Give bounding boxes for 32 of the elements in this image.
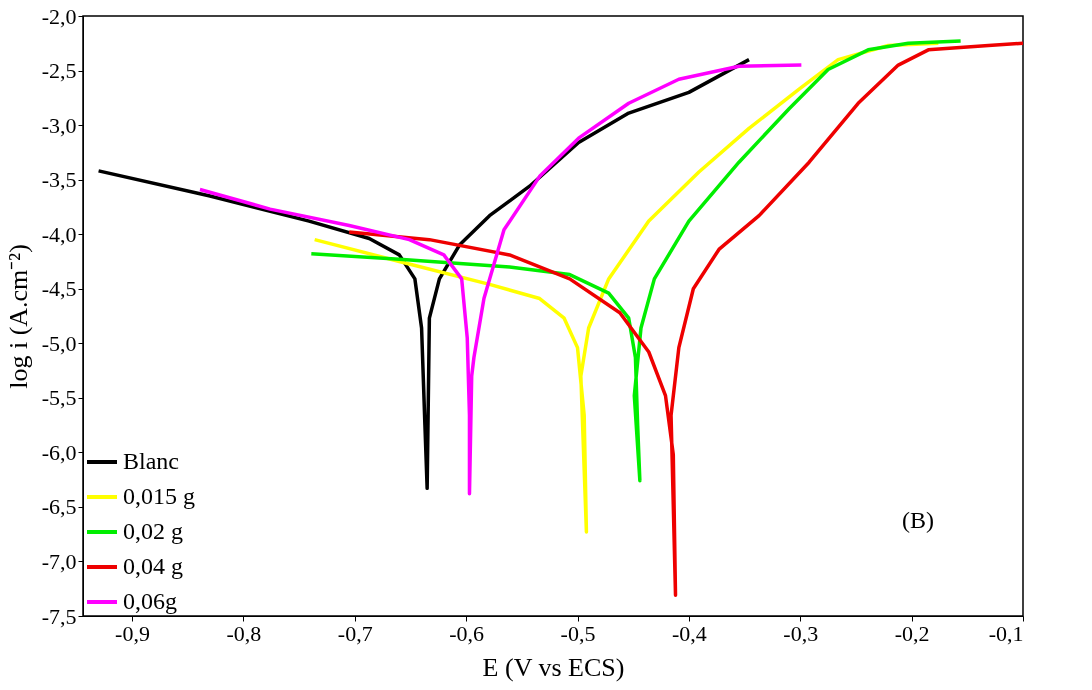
y-tick-label: -5,0 (41, 330, 77, 356)
y-tick-label: -7,5 (41, 603, 77, 629)
y-tick-label: -7,0 (41, 548, 77, 574)
y-tick-label: -4,5 (41, 276, 77, 302)
line-series (198, 63, 804, 496)
line-series (96, 57, 751, 491)
legend-label: 0,015 g (123, 483, 195, 509)
x-tick-label: -0,1 (988, 620, 1024, 646)
y-tick-label: -4,0 (41, 221, 77, 247)
legend-label: 0,06g (123, 588, 177, 614)
y-tick-label: -6,0 (41, 439, 77, 465)
annotation: (B) (902, 507, 934, 533)
x-tick-label: -0,4 (671, 620, 707, 646)
legend-label: Blanc (123, 448, 179, 474)
y-tick-label: -6,5 (41, 494, 77, 520)
y-tick-label: -2,5 (41, 58, 77, 84)
x-tick-label: -0,2 (894, 620, 930, 646)
x-tick-label: -0,5 (560, 620, 596, 646)
x-axis-title: E (V vs ECS) (482, 652, 625, 682)
x-tick-label: -0,8 (226, 620, 262, 646)
x-tick-label: -0,3 (783, 620, 819, 646)
y-tick-label: -2,0 (41, 3, 77, 29)
legend-label: 0,02 g (123, 518, 183, 544)
line-series (347, 41, 1023, 598)
y-tick-label: -5,5 (41, 385, 77, 411)
legend-label: 0,04 g (123, 553, 183, 579)
y-axis-title: log i (A.cm⁻²) (3, 244, 33, 389)
y-tick-label: -3,5 (41, 167, 77, 193)
x-tick-label: -0,6 (449, 620, 485, 646)
x-tick-label: -0,7 (337, 620, 373, 646)
y-tick-label: -3,0 (41, 112, 77, 138)
x-tick-label: -0,9 (115, 620, 150, 646)
